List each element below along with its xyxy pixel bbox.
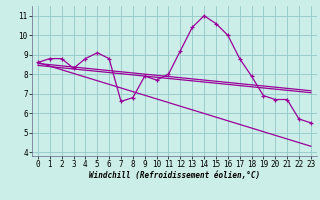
X-axis label: Windchill (Refroidissement éolien,°C): Windchill (Refroidissement éolien,°C) xyxy=(89,171,260,180)
